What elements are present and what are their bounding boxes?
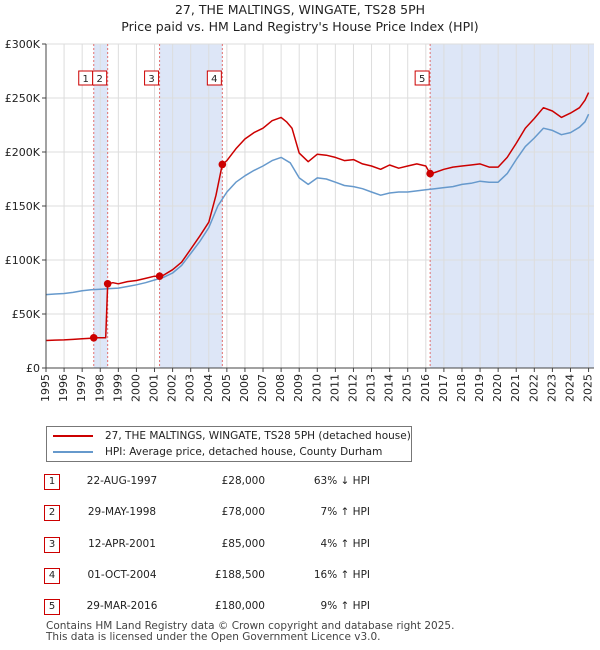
x-tick-label: 2002: [166, 374, 179, 402]
row-date: 01-OCT-2004: [87, 569, 157, 581]
row-hpi-diff: 9% ↑ HPI: [320, 600, 370, 612]
row-hpi-diff: 16% ↑ HPI: [313, 569, 370, 581]
table-row: 4 01-OCT-2004 £188,500 16% ↑ HPI: [0, 564, 600, 588]
row-date: 29-MAY-1998: [87, 506, 157, 518]
footer-copyright: Contains HM Land Registry data © Crown c…: [46, 620, 455, 632]
row-number-badge: 5: [44, 599, 60, 615]
table-row: 1 22-AUG-1997 £28,000 63% ↓ HPI: [0, 470, 600, 494]
footer-license: This data is licensed under the Open Gov…: [46, 631, 381, 643]
legend-item-sale: 27, THE MALTINGS, WINGATE, TS28 5PH (det…: [47, 428, 411, 444]
x-tick-label: 2007: [256, 374, 269, 402]
table-row: 5 29-MAR-2016 £180,000 9% ↑ HPI: [0, 595, 600, 619]
legend-label-hpi: HPI: Average price, detached house, Coun…: [105, 446, 383, 458]
legend-swatch-sale: [53, 435, 93, 437]
row-hpi-diff: 63% ↓ HPI: [313, 475, 370, 487]
y-tick-label: £150K: [5, 200, 41, 213]
x-tick-label: 1996: [57, 374, 70, 402]
x-tick-label: 2008: [274, 374, 287, 402]
legend-swatch-hpi: [53, 451, 93, 453]
table-row: 2 29-MAY-1998 £78,000 7% ↑ HPI: [0, 501, 600, 525]
sale-number-box: [206, 70, 222, 86]
hpi-line: [45, 113, 590, 296]
x-tick-label: 2003: [184, 374, 197, 402]
x-tick-label: 2010: [310, 374, 323, 402]
x-tick-label: 2024: [563, 374, 576, 402]
x-tick-label: 2017: [437, 374, 450, 402]
sale-point: [218, 160, 227, 169]
x-tick-label: 1997: [75, 374, 88, 402]
row-number-badge: 2: [44, 505, 60, 521]
y-tick-label: £250K: [5, 92, 41, 105]
sale-point: [426, 169, 434, 178]
x-tick-label: 2004: [202, 374, 215, 402]
x-tick-label: 2025: [582, 374, 595, 402]
x-tick-label: 1995: [39, 374, 52, 402]
sale-number-box: [144, 70, 160, 86]
sale-number-label: 2: [96, 74, 102, 85]
x-tick-label: 2006: [238, 374, 251, 402]
row-price: £188,500: [214, 569, 265, 581]
y-tick-label: £100K: [5, 254, 41, 267]
x-tick-label: 2009: [292, 374, 305, 402]
row-date: 12-APR-2001: [88, 538, 156, 550]
table-row: 3 12-APR-2001 £85,000 4% ↑ HPI: [0, 533, 600, 557]
y-tick-label: £50K: [12, 308, 41, 321]
row-price: £28,000: [221, 475, 265, 487]
footer: Contains HM Land Registry data © Crown c…: [46, 621, 454, 643]
sale-number-label: 5: [419, 74, 425, 85]
row-date: 29-MAR-2016: [86, 600, 158, 612]
sale-number-box: [414, 70, 430, 86]
x-tick-label: 2023: [545, 374, 558, 402]
sale-number-label: 3: [148, 74, 154, 85]
sale-point: [103, 279, 112, 288]
x-tick-label: 2000: [129, 374, 142, 402]
x-tick-label: 2022: [527, 374, 540, 402]
row-date: 22-AUG-1997: [86, 475, 158, 487]
row-number-badge: 1: [44, 474, 60, 490]
row-price: £180,000: [214, 600, 265, 612]
sale-number-label: 1: [83, 74, 89, 85]
x-tick-label: 1998: [93, 374, 106, 402]
x-tick-label: 2005: [220, 374, 233, 402]
legend-item-hpi: HPI: Average price, detached house, Coun…: [47, 444, 382, 460]
x-tick-label: 1999: [111, 374, 124, 402]
sale-point: [155, 272, 164, 281]
y-tick-label: £0: [26, 362, 40, 375]
row-hpi-diff: 7% ↑ HPI: [320, 506, 370, 518]
x-tick-label: 2012: [346, 374, 359, 402]
x-tick-label: 2018: [455, 374, 468, 402]
y-tick-label: £300K: [5, 38, 41, 51]
chart-title: 27, THE MALTINGS, WINGATE, TS28 5PH: [174, 2, 426, 17]
x-tick-label: 2021: [509, 374, 522, 402]
legend-label-sale: 27, THE MALTINGS, WINGATE, TS28 5PH (det…: [105, 430, 411, 442]
x-tick-label: 2001: [148, 374, 161, 402]
x-tick-label: 2020: [491, 374, 504, 402]
sale-point: [89, 333, 98, 342]
row-number-badge: 3: [44, 537, 60, 553]
chart-subtitle: Price paid vs. HM Land Registry's House …: [121, 19, 479, 34]
x-tick-label: 2019: [473, 374, 486, 402]
x-tick-label: 2011: [328, 374, 341, 402]
x-tick-label: 2013: [365, 374, 378, 402]
x-tick-label: 2015: [401, 374, 414, 402]
sale-number-label: 4: [211, 74, 217, 85]
price-paid-line: [45, 92, 590, 342]
row-hpi-diff: 4% ↑ HPI: [320, 538, 370, 550]
x-tick-label: 2014: [383, 374, 396, 402]
sale-number-box: [92, 70, 108, 86]
chart-legend: 27, THE MALTINGS, WINGATE, TS28 5PH (det…: [46, 426, 412, 462]
row-price: £78,000: [221, 506, 265, 518]
x-tick-label: 2016: [419, 374, 432, 402]
row-number-badge: 4: [44, 568, 60, 584]
row-price: £85,000: [221, 538, 265, 550]
y-tick-label: £200K: [5, 146, 41, 159]
